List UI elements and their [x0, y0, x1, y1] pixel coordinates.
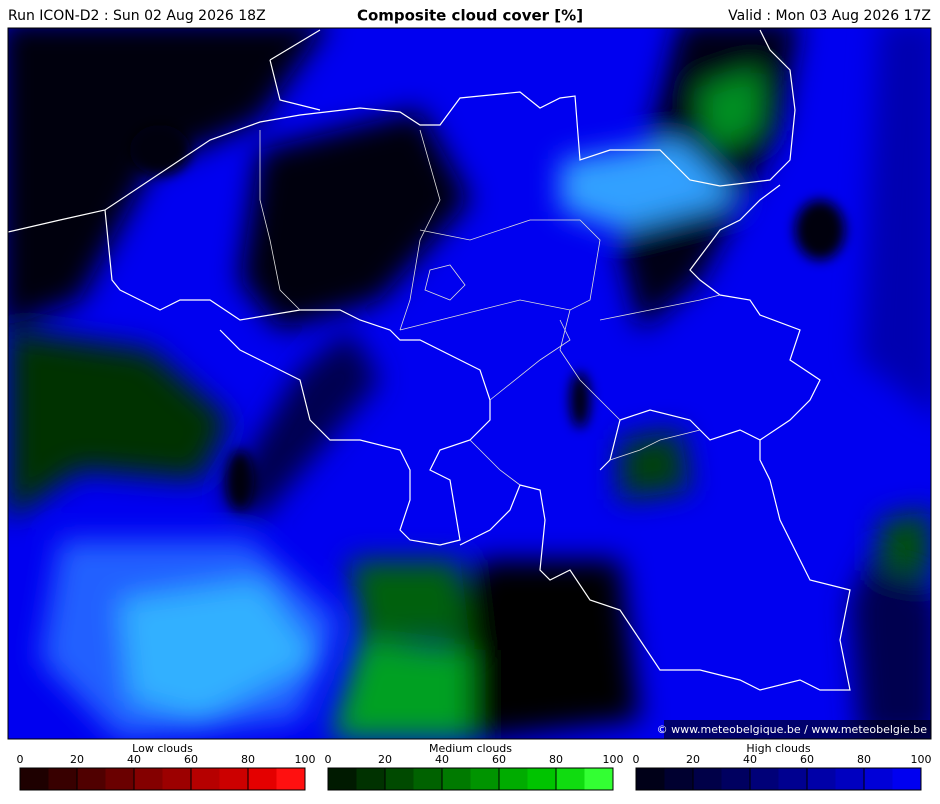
color-swatch — [664, 768, 694, 790]
color-swatch — [470, 768, 500, 790]
colorbar-tick-label: 100 — [295, 753, 316, 766]
colorbar-tick-label: 100 — [603, 753, 624, 766]
color-swatch — [134, 768, 163, 790]
colorbar-tick-label: 60 — [800, 753, 814, 766]
colorbars: Low clouds 0 20 40 60 80 100 Medium clouds 0 20 40… — [17, 742, 932, 791]
color-swatch — [864, 768, 893, 790]
colorbar-tick-label: 40 — [743, 753, 757, 766]
color-swatch — [162, 768, 192, 790]
colorbar-tick-label: 20 — [686, 753, 700, 766]
colorbar-tick-label: 60 — [184, 753, 198, 766]
colorbar-tick-label: 20 — [378, 753, 392, 766]
color-swatch — [442, 768, 471, 790]
color-swatch — [328, 768, 357, 790]
colorbar-tick-label: 0 — [325, 753, 332, 766]
color-swatch — [276, 768, 306, 790]
color-swatch — [556, 768, 585, 790]
color-swatch — [219, 768, 249, 790]
colorbar-tick-label: 20 — [70, 753, 84, 766]
cloud-map: © www.meteobelgique.be / www.meteobelgie… — [8, 28, 931, 739]
color-swatch — [356, 768, 386, 790]
colorbar-tick-label: 0 — [17, 753, 24, 766]
run-label: Run ICON-D2 : Sun 02 Aug 2026 18Z — [8, 8, 266, 24]
color-swatch — [413, 768, 443, 790]
color-swatch — [636, 768, 665, 790]
color-swatch — [750, 768, 779, 790]
valid-label: Valid : Mon 03 Aug 2026 17Z — [728, 8, 931, 24]
colorbar-title: High clouds — [746, 742, 811, 755]
color-swatch — [807, 768, 836, 790]
colorbar-title: Medium clouds — [429, 742, 512, 755]
colorbar-tick-label: 0 — [633, 753, 640, 766]
color-swatch — [77, 768, 106, 790]
color-swatch — [527, 768, 557, 790]
color-swatch — [20, 768, 49, 790]
color-swatch — [191, 768, 220, 790]
colorbar-tick-label: 60 — [492, 753, 506, 766]
colorbar-title: Low clouds — [132, 742, 193, 755]
colorbar-tick-label: 80 — [857, 753, 871, 766]
color-swatch — [892, 768, 922, 790]
map-title: Composite cloud cover [%] — [357, 7, 583, 25]
color-swatch — [778, 768, 808, 790]
colorbar-tick-label: 40 — [435, 753, 449, 766]
color-swatch — [105, 768, 135, 790]
color-swatch — [499, 768, 528, 790]
colorbar-tick-label: 100 — [911, 753, 932, 766]
color-swatch — [48, 768, 78, 790]
color-swatch — [248, 768, 277, 790]
color-swatch — [584, 768, 614, 790]
colorbar-tick-label: 40 — [127, 753, 141, 766]
color-swatch — [693, 768, 722, 790]
colorbar-tick-label: 80 — [241, 753, 255, 766]
color-swatch — [385, 768, 414, 790]
color-swatch — [835, 768, 865, 790]
credit: © www.meteobelgique.be / www.meteobelgie… — [657, 723, 928, 736]
color-swatch — [721, 768, 751, 790]
colorbar-tick-label: 80 — [549, 753, 563, 766]
